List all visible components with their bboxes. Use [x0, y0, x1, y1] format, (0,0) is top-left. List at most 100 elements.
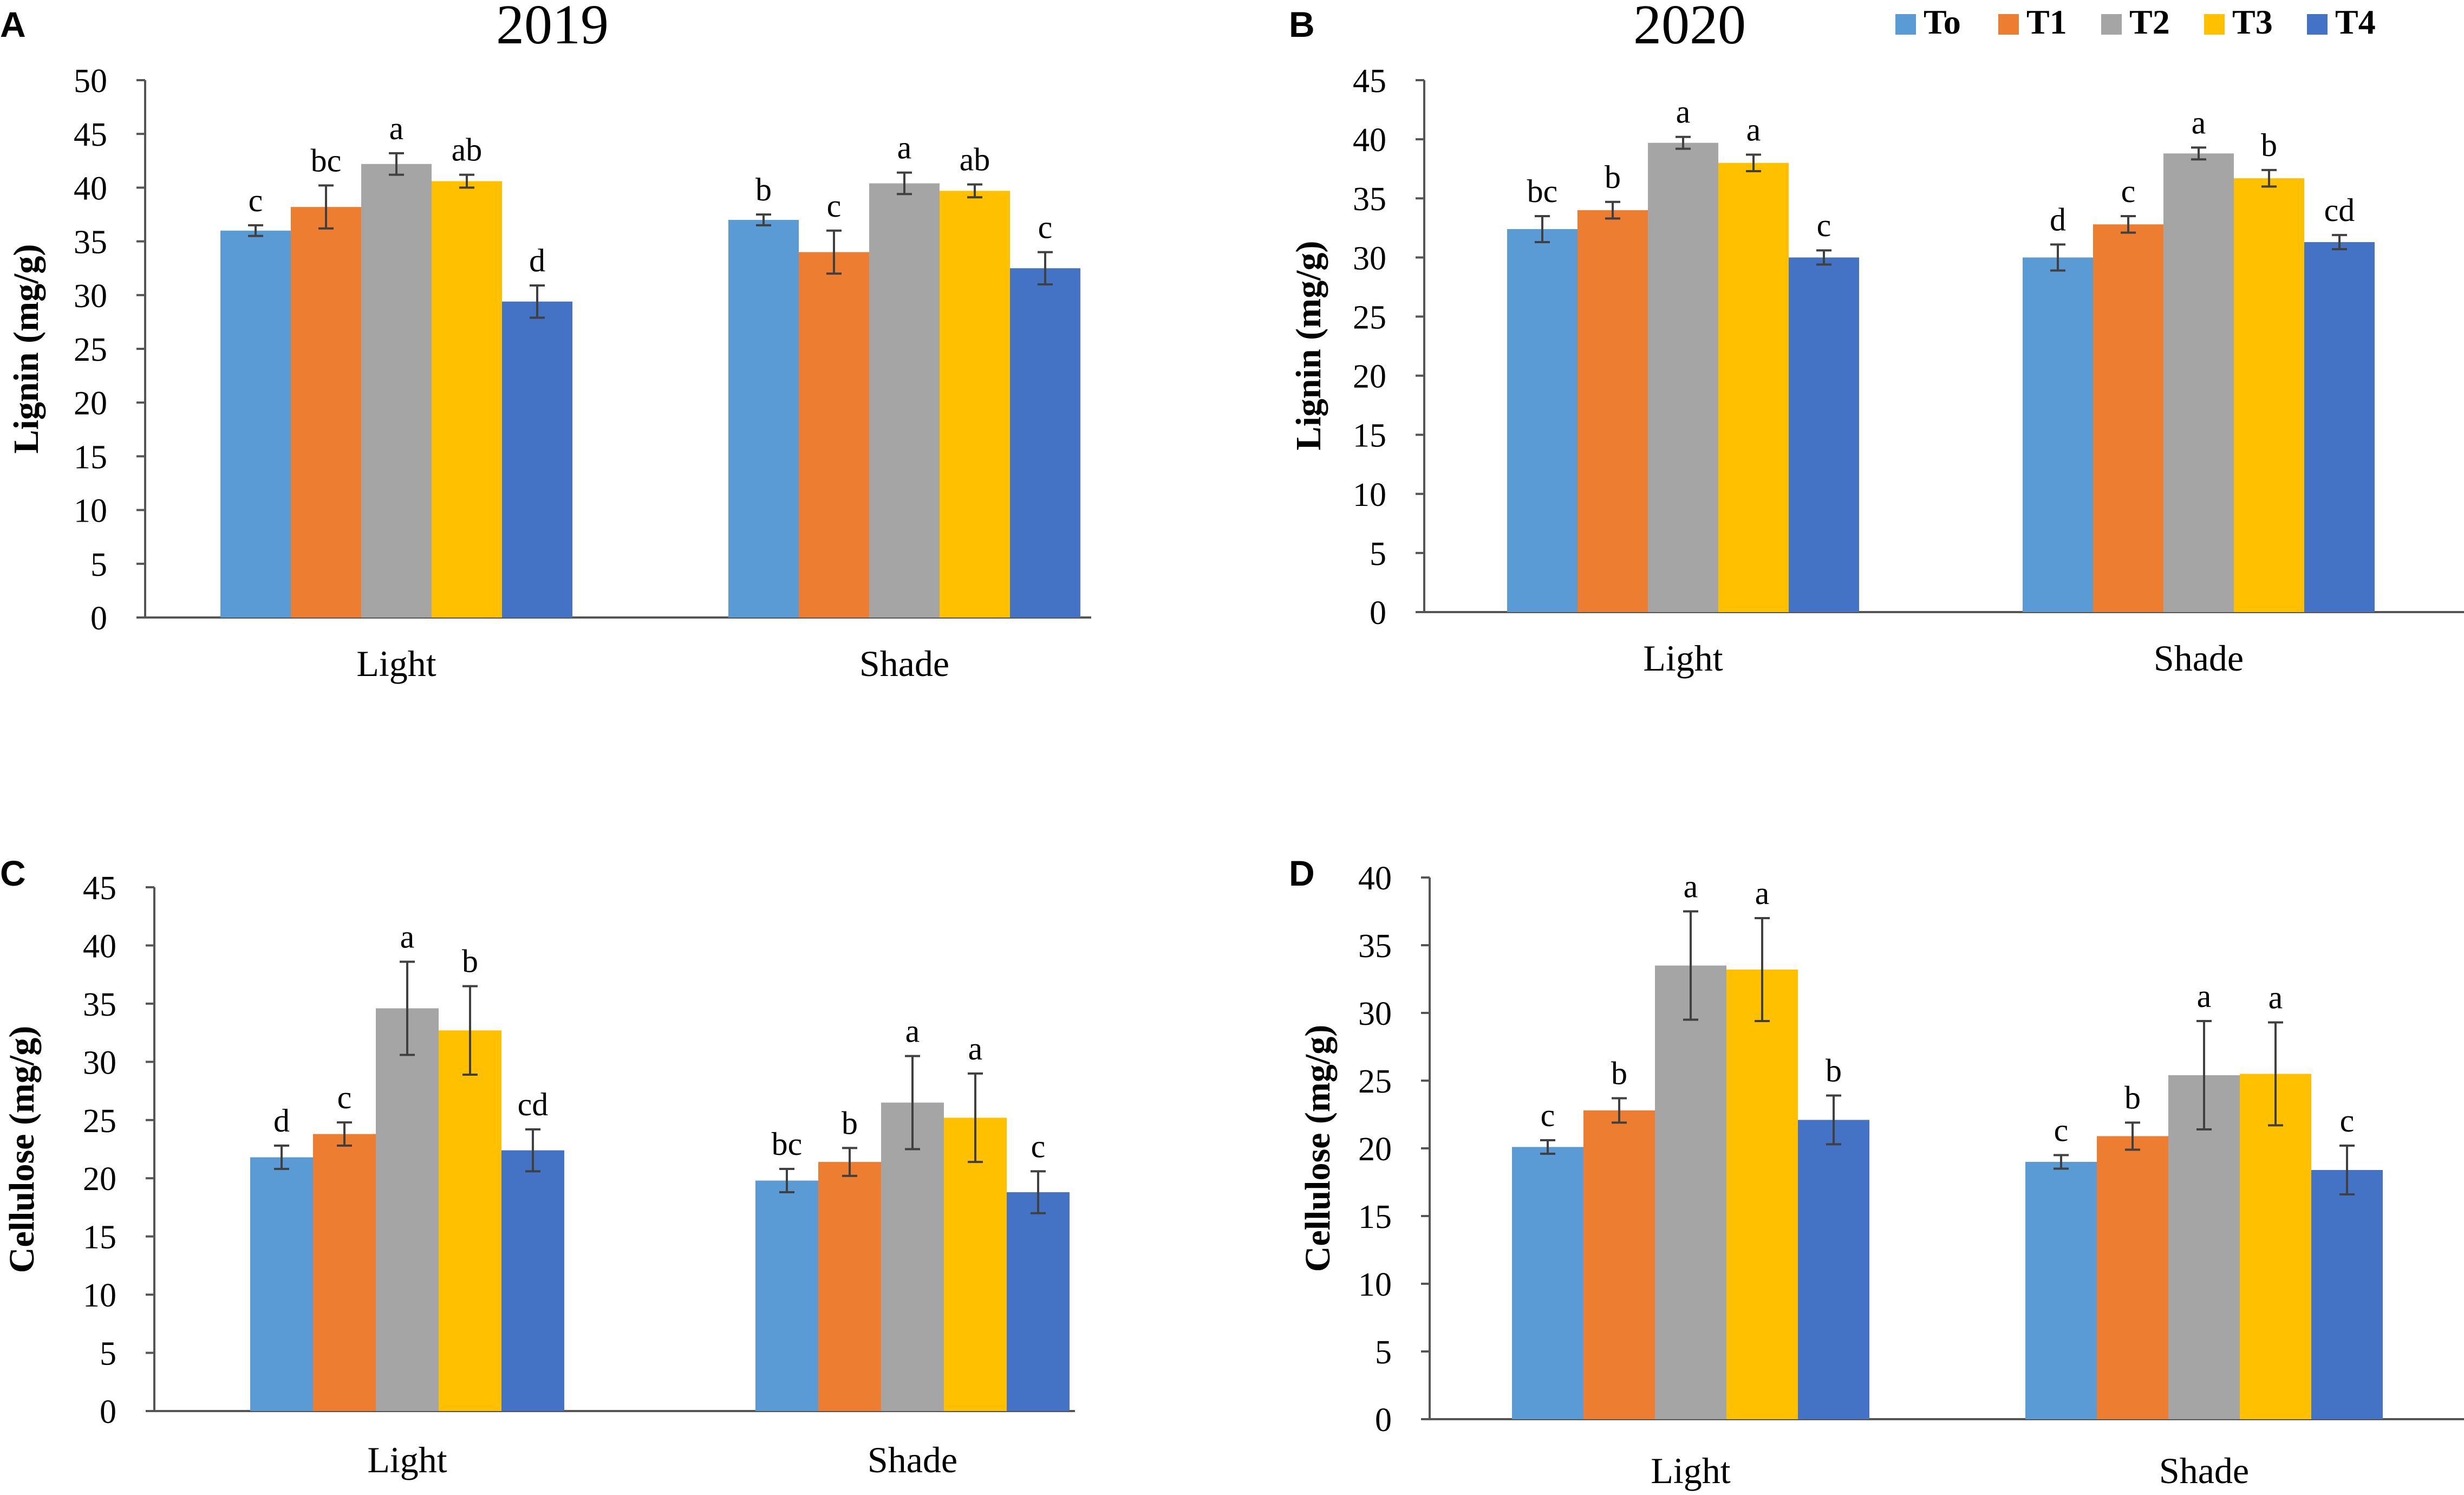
- panel-b-ylabel: Lignin (mg/g): [1289, 241, 1328, 451]
- panel-a-category-label-light: Light: [356, 643, 436, 684]
- panel-c-ytick-label: 30: [83, 1044, 116, 1081]
- panel-c-bar-shade-t3: [944, 1117, 1007, 1411]
- panel-d-errorbar-shade-t3: [2268, 1021, 2283, 1127]
- panel-d-bar-light-t3: [1726, 970, 1798, 1419]
- panel-d-errorbar-shade-t4: [2339, 1145, 2355, 1195]
- panel-c-errorbar-shade-t2: [905, 1055, 920, 1150]
- panel-b-errorbar-light-to: [1535, 214, 1550, 243]
- legend-label-t3: T3: [2232, 3, 2273, 41]
- panel-a-letter-light-t3: ab: [452, 132, 483, 168]
- panel-a-letter-light-to: c: [249, 183, 263, 218]
- panel-a-errorbar-shade-t3: [967, 183, 982, 199]
- panel-b-bar-shade-t3: [2234, 178, 2304, 612]
- panel-a-bar-shade-t2: [869, 183, 940, 618]
- legend-label-t1: T1: [2026, 3, 2067, 41]
- panel-c-errorbar-shade-to: [779, 1168, 794, 1194]
- panel-d-ytick-label: 10: [1358, 1266, 1392, 1303]
- panel-d-bar-light-t2: [1655, 965, 1726, 1419]
- panel-a-ytick-label: 30: [74, 278, 107, 315]
- panel-a-ytick-label: 5: [90, 547, 107, 583]
- panel-c-ytick-label: 20: [83, 1161, 116, 1198]
- panel-d-errorbar-light-to: [1540, 1139, 1555, 1155]
- panel-b-errorbar-light-t2: [1676, 135, 1691, 150]
- panel-a-letter-shade-to: b: [755, 172, 772, 207]
- panel-b-bar-light-t2: [1648, 142, 1718, 612]
- panel-d-errorbar-shade-t2: [2196, 1020, 2212, 1130]
- panel-a-letter-light-t1: bc: [311, 142, 342, 178]
- panel-a-bar-light-t1: [291, 207, 361, 618]
- panel-a-letter-shade-t1: c: [827, 188, 842, 224]
- legend-swatch-t1: [1998, 14, 2019, 35]
- panel-b-ytick-label: 5: [1370, 536, 1386, 573]
- panel-d-category-label-shade: Shade: [2159, 1450, 2249, 1491]
- panel-d-letter-shade-t2: a: [2197, 978, 2212, 1014]
- panel-d-errorbar-light-t3: [1755, 917, 1770, 1022]
- panel-b-errorbar-light-t4: [1816, 249, 1831, 266]
- panel-b-letter-shade-to: d: [2050, 202, 2066, 237]
- panel-d-bar-shade-t4: [2311, 1170, 2383, 1419]
- panel-c-ytick-label: 0: [100, 1394, 116, 1431]
- panel-a-bar-light-to: [220, 230, 291, 618]
- panel-a-category-label-shade: Shade: [859, 643, 949, 684]
- panel-b: 2020 Lignin (mg/g) 0 5 10 15 20 25 30 35 40 45 Light…: [1289, 0, 2464, 679]
- panel-b-ytick-label: 10: [1353, 477, 1386, 514]
- panel-c-ytick-label: 35: [83, 986, 116, 1023]
- panel-a-letter-light-t2: a: [389, 110, 404, 146]
- panel-c-letter-light-t4: cd: [518, 1087, 549, 1122]
- panel-b-letter-light-t1: b: [1605, 159, 1621, 195]
- panel-c-letter-light-t3: b: [462, 944, 478, 979]
- panel-b-errorbar-shade-t2: [2191, 146, 2206, 161]
- legend-swatch-t2: [2101, 14, 2122, 35]
- panel-b-errorbar-shade-t3: [2261, 168, 2277, 188]
- panel-d-letter-shade-t3: a: [2269, 980, 2283, 1016]
- panel-c-bar-light-t4: [501, 1150, 564, 1411]
- legend-swatch-t4: [2307, 14, 2328, 35]
- panel-d-bar-shade-t1: [2097, 1136, 2168, 1419]
- panel-a-ylabel: Lignin (mg/g): [6, 244, 46, 454]
- panel-c-errorbar-light-t4: [525, 1128, 540, 1173]
- legend-label-t2: T2: [2129, 3, 2170, 41]
- panel-d-ylabel: Cellulose (mg/g): [1298, 1025, 1338, 1272]
- panel-a-errorbar-light-t3: [459, 173, 474, 189]
- panel-b-errorbar-shade-t1: [2121, 214, 2136, 234]
- panel-a-bar-shade-t4: [1010, 268, 1080, 618]
- panel-c-bar-shade-t1: [818, 1162, 881, 1411]
- panel-b-letter-light-t4: c: [1817, 207, 1831, 243]
- panel-a-bar-shade-t1: [799, 252, 869, 618]
- panel-a-title: 2019: [496, 0, 609, 56]
- panel-c-ytick-label: 15: [83, 1219, 116, 1256]
- panel-a-bar-light-t2: [361, 164, 432, 618]
- panel-b-bar-light-t3: [1718, 162, 1789, 612]
- panel-c-errorbar-shade-t3: [968, 1072, 983, 1164]
- panel-b-errorbar-light-t1: [1605, 200, 1620, 220]
- panel-b-letter-light-t2: a: [1676, 94, 1691, 130]
- panel-b-ytick-label: 30: [1353, 240, 1386, 277]
- panel-d-letter-light-t2: a: [1684, 869, 1698, 905]
- panel-b-ytick-label: 35: [1353, 181, 1386, 218]
- panel-a-errorbar-light-t4: [530, 284, 545, 319]
- panel-b-errorbar-light-t3: [1746, 153, 1761, 173]
- panel-c-bar-light-t1: [313, 1134, 376, 1411]
- panel-d-ytick-label: 0: [1375, 1402, 1392, 1439]
- panel-c-letter-shade-t4: c: [1031, 1128, 1046, 1164]
- panel-c-letter-light-t2: a: [400, 919, 415, 955]
- panel-b-errorbar-shade-to: [2050, 243, 2065, 272]
- panel-c: Cellulose (mg/g) 0 5 10 15 20 25 30 35 40 45 Light S…: [2, 870, 1075, 1480]
- panel-d-ytick-label: 5: [1375, 1334, 1392, 1371]
- panel-d-errorbar-light-t1: [1612, 1097, 1627, 1124]
- panel-c-ytick-label: 5: [100, 1336, 116, 1373]
- panel-a-bar-shade-t3: [940, 191, 1010, 618]
- panel-d-letter-light-t1: b: [1611, 1056, 1627, 1091]
- panel-b-letter-shade-t3: b: [2261, 127, 2277, 163]
- panel-c-errorbar-light-t3: [462, 985, 478, 1076]
- panel-label-a: A: [0, 4, 26, 44]
- panel-a-bar-light-t4: [502, 301, 572, 618]
- panel-c-ytick-label: 10: [83, 1277, 116, 1314]
- panel-c-ylabel: Cellulose (mg/g): [2, 1026, 42, 1273]
- panel-c-errorbar-shade-t4: [1031, 1170, 1046, 1214]
- panel-a-errorbar-light-t1: [318, 184, 334, 230]
- panel-d-errorbar-light-t2: [1683, 910, 1698, 1021]
- panel-c-bar-shade-to: [755, 1180, 818, 1411]
- panel-c-errorbar-light-to: [274, 1145, 289, 1171]
